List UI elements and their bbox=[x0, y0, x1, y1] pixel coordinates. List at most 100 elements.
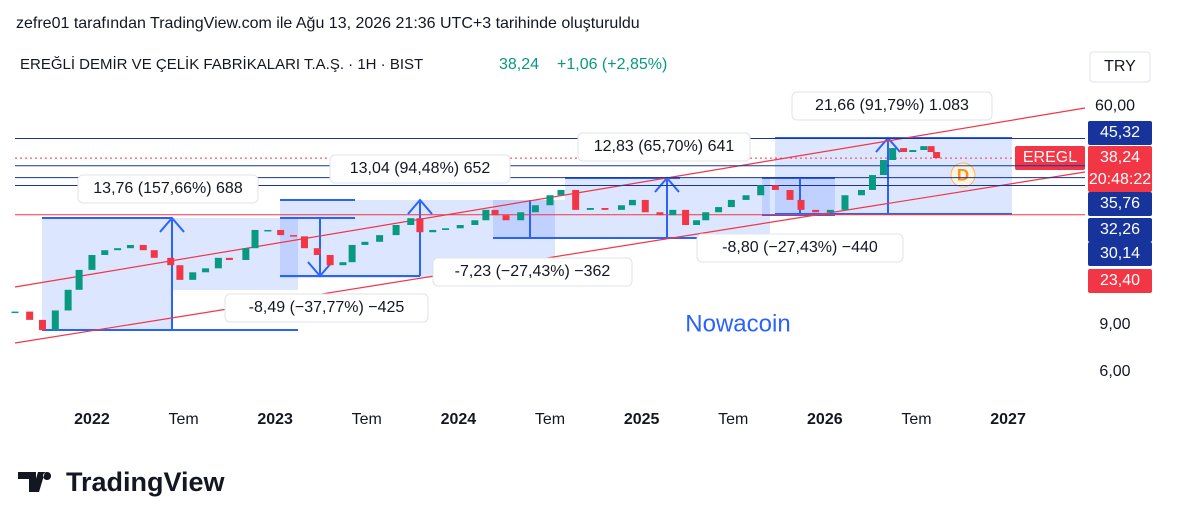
candle bbox=[502, 215, 510, 221]
candle bbox=[920, 146, 928, 151]
annotation-box bbox=[577, 132, 751, 162]
annotation: 13,76 (157,66%) 688 bbox=[93, 180, 243, 197]
candle bbox=[64, 289, 72, 311]
marker-circle bbox=[950, 162, 976, 188]
candle bbox=[150, 250, 158, 258]
candle bbox=[242, 248, 250, 260]
candle bbox=[456, 225, 464, 229]
candle bbox=[617, 205, 625, 210]
price-level-label: 23,40 bbox=[1100, 272, 1140, 289]
candle bbox=[289, 235, 297, 237]
currency-box bbox=[1089, 51, 1151, 83]
annotation: -8,49 (−37,77%) −425 bbox=[249, 299, 405, 316]
candle bbox=[586, 208, 594, 210]
candle bbox=[933, 152, 941, 159]
symbol: EREĞLİ DEMİR VE ÇELİK FABRİKALARI T.A.Ş.… bbox=[20, 55, 423, 73]
candle bbox=[139, 244, 147, 251]
candle bbox=[392, 225, 400, 236]
candle bbox=[251, 229, 259, 249]
candle bbox=[702, 212, 710, 221]
price-level-label: 32,26 bbox=[1100, 221, 1140, 238]
logo-text: TradingView bbox=[66, 467, 226, 497]
x-tick-label: 2023 bbox=[257, 411, 293, 428]
annotation-box bbox=[432, 257, 633, 287]
annotation: 13,04 (94,48%) 652 bbox=[350, 160, 491, 177]
candle bbox=[641, 199, 649, 213]
price-level-box bbox=[1088, 121, 1152, 145]
candle bbox=[797, 199, 805, 210]
y-tick-label: 9,00 bbox=[1099, 316, 1130, 333]
candle bbox=[416, 218, 424, 233]
price-level-label: 35,76 bbox=[1100, 195, 1140, 212]
price-level-box bbox=[1088, 218, 1152, 242]
price: 38,24 bbox=[499, 56, 539, 73]
annotation-box bbox=[696, 233, 904, 263]
candle bbox=[11, 311, 19, 314]
price-level-label: 38,24 bbox=[1100, 149, 1140, 166]
annotation-box bbox=[77, 174, 259, 204]
candle bbox=[841, 195, 849, 210]
annotation-box bbox=[791, 91, 993, 121]
x-tick-label: 2027 bbox=[990, 411, 1026, 428]
currency: TRY bbox=[1104, 58, 1136, 75]
annotation-box bbox=[224, 293, 429, 323]
y-tick-label: 6,00 bbox=[1099, 363, 1130, 380]
x-tick-label: Tem bbox=[718, 411, 748, 428]
candle bbox=[376, 235, 384, 242]
candle bbox=[114, 248, 122, 251]
candle bbox=[101, 250, 109, 255]
candle bbox=[300, 236, 308, 249]
x-tick-label: Tem bbox=[901, 411, 931, 428]
candle bbox=[826, 209, 834, 213]
annotation: -7,23 (−27,43%) −362 bbox=[455, 263, 611, 280]
candle bbox=[126, 244, 134, 249]
change: +1,06 (+2,85%) bbox=[557, 56, 667, 73]
candle bbox=[900, 148, 908, 153]
candle bbox=[225, 257, 233, 260]
candle bbox=[546, 195, 554, 206]
candle bbox=[656, 212, 664, 216]
candle bbox=[868, 175, 876, 190]
candle bbox=[189, 272, 197, 280]
candle bbox=[361, 241, 369, 245]
candle bbox=[812, 209, 820, 213]
candle bbox=[879, 160, 887, 176]
candle bbox=[38, 319, 46, 331]
candle bbox=[557, 189, 565, 196]
y-tick-label: 60,00 bbox=[1095, 97, 1135, 114]
candle bbox=[742, 195, 750, 200]
candle bbox=[517, 212, 525, 221]
annotation: 12,83 (65,70%) 641 bbox=[594, 138, 735, 155]
candle bbox=[88, 254, 96, 270]
marker: D bbox=[957, 165, 969, 184]
x-tick-label: Tem bbox=[535, 411, 565, 428]
price-level-box bbox=[1088, 242, 1152, 266]
candle bbox=[471, 220, 479, 226]
annotation-box bbox=[329, 154, 511, 184]
annotation: 21,66 (91,79%) 1.083 bbox=[815, 97, 969, 114]
candle bbox=[442, 228, 450, 230]
candle bbox=[264, 229, 272, 232]
x-tick-label: 2026 bbox=[807, 411, 843, 428]
candle bbox=[176, 265, 184, 280]
annotation: -8,80 (−27,43%) −440 bbox=[722, 239, 878, 256]
candle bbox=[75, 269, 83, 290]
watermark: Nowacoin bbox=[685, 310, 790, 337]
candle bbox=[669, 209, 677, 216]
candle bbox=[757, 185, 765, 196]
candle bbox=[682, 209, 690, 226]
countdown: 20:48:22 bbox=[1089, 171, 1151, 188]
price-level-label: 45,32 bbox=[1100, 124, 1140, 141]
candle bbox=[727, 199, 735, 208]
price-level-box bbox=[1088, 192, 1152, 216]
candle bbox=[407, 218, 415, 226]
candle bbox=[326, 254, 334, 266]
created-note: zefre01 tarafından TradingView.com ile A… bbox=[16, 15, 640, 32]
candle bbox=[167, 257, 175, 266]
candle bbox=[214, 257, 222, 269]
x-tick-label: 2025 bbox=[624, 411, 660, 428]
candle bbox=[572, 189, 580, 210]
candle bbox=[429, 229, 437, 233]
